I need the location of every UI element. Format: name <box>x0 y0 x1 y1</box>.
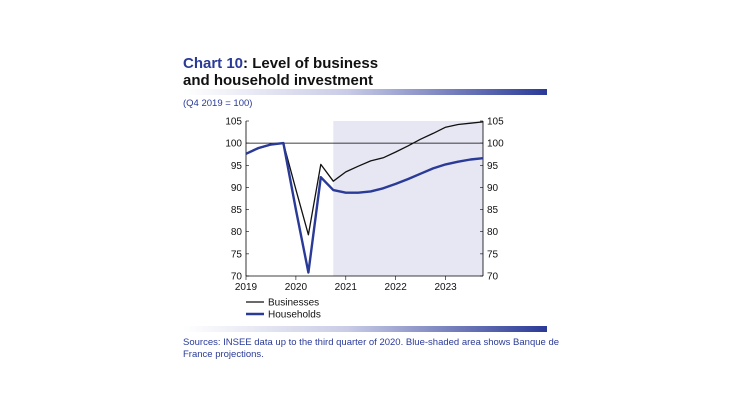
y-tick-label-left: 90 <box>231 183 243 194</box>
y-tick-label-left: 95 <box>231 161 243 172</box>
y-tick-label-left: 105 <box>225 117 242 128</box>
x-tick-label: 2023 <box>434 282 457 293</box>
y-tick-label-left: 75 <box>231 249 243 260</box>
y-tick-label-right: 100 <box>487 139 504 150</box>
y-tick-label-right: 85 <box>487 205 499 216</box>
y-tick-label-right: 90 <box>487 183 499 194</box>
chart-subtitle: (Q4 2019 = 100) <box>183 98 253 109</box>
x-tick-label: 2021 <box>335 282 358 293</box>
projection-shaded-area <box>333 121 483 276</box>
chart-area: 70 70 75 75 80 80 85 85 90 90 95 95 100 100 105 105 2019… <box>225 117 504 321</box>
y-tick-label-left: 85 <box>231 205 243 216</box>
bottom-gradient-bar <box>183 326 547 332</box>
y-tick-label-right: 95 <box>487 161 499 172</box>
y-tick-label-left: 70 <box>231 272 243 283</box>
chart-title: Chart 10: Level of business and househol… <box>183 55 378 89</box>
legend-label-businesses: Businesses <box>268 298 319 309</box>
y-tick-label-left: 80 <box>231 227 243 238</box>
chart-number: Chart 10 <box>183 55 244 72</box>
legend-label-households: Households <box>268 310 321 321</box>
source-note: Sources: INSEE data up to the third quar… <box>183 337 560 360</box>
chart-title-line-2: and household investment <box>183 72 374 89</box>
y-tick-label-right: 70 <box>487 272 499 283</box>
chart-title-line-1: Chart 10: Level of business <box>183 55 378 72</box>
x-tick-label: 2022 <box>385 282 408 293</box>
x-tick-label: 2020 <box>285 282 308 293</box>
y-tick-label-left: 100 <box>225 139 242 150</box>
y-tick-label-right: 75 <box>487 249 499 260</box>
y-tick-label-right: 105 <box>487 117 504 128</box>
chart-title-text: : Level of business <box>243 55 379 72</box>
x-tick-label: 2019 <box>235 282 258 293</box>
top-gradient-bar <box>183 89 547 95</box>
series-line-households <box>245 141 484 274</box>
y-tick-label-right: 80 <box>487 227 499 238</box>
